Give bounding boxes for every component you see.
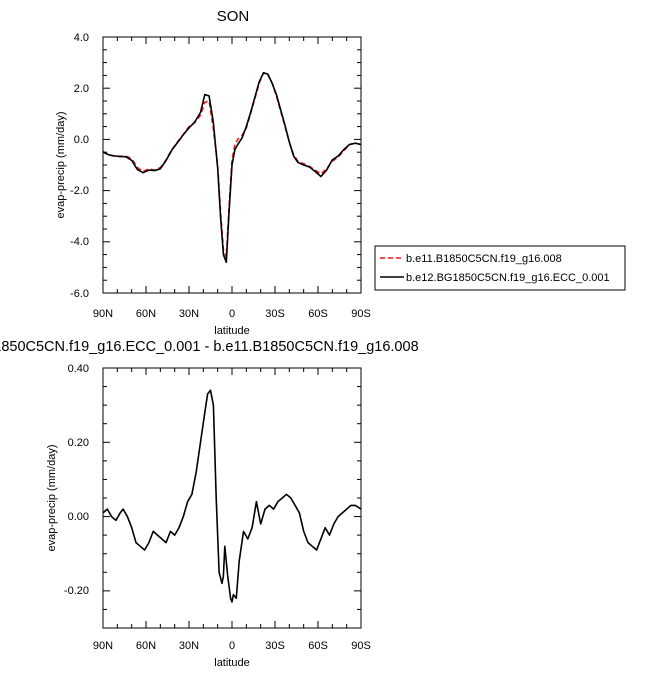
top-chart-title: SON [217,8,250,25]
top-series-line-solid [102,72,362,264]
top-y-tick-label: 0.0 [74,134,89,146]
legend-label: b.e12.BG1850C5CN.f19_g16.ECC_0.001 [406,272,610,284]
bottom-x-tick-label: 90S [351,640,371,652]
bottom-x-tick-label: 60S [308,640,328,652]
bottom-y-tick-label: 0.20 [68,437,89,449]
top-x-tick-label: 30N [179,308,199,320]
bottom-chart-y-tick-labels: 0.40 0.20 0.00 -0.20 [64,363,89,597]
bottom-y-tick-label: -0.20 [64,585,89,597]
bottom-x-tick-label: 0 [229,640,235,652]
bottom-chart-plot-frame [102,367,362,629]
bottom-x-tick-label: 90N [93,640,113,652]
top-y-tick-label: -6.0 [70,288,89,300]
top-x-axis-label: latitude [214,325,249,337]
legend-label: b.e11.B1850C5CN.f19_g16.008 [406,253,562,265]
top-chart-x-tick-labels: 90N 60N 30N 0 30S 60S 90S [93,308,371,320]
bottom-x-tick-label: 60N [136,640,156,652]
bottom-chart-ticks [102,367,362,629]
bottom-y-tick-label: 0.40 [68,363,89,375]
top-x-tick-label: 30S [265,308,285,320]
top-chart-y-tick-labels: 4.0 2.0 0.0 -2.0 -4.0 -6.0 [70,32,89,300]
top-x-tick-label: 0 [229,308,235,320]
top-x-tick-label: 90S [351,308,371,320]
bottom-chart-title: b.e12.BG1850C5CN.f19_g16.ECC_0.001 - b.e… [0,339,419,355]
top-x-tick-label: 60N [136,308,156,320]
top-y-tick-label: 4.0 [74,32,89,44]
top-y-axis-label: evap-precip (mm/day) [55,112,67,219]
legend-box [374,245,626,291]
top-chart-ticks [102,36,362,294]
top-y-tick-label: -4.0 [70,236,89,248]
top-x-tick-label: 60S [308,308,328,320]
bottom-chart-x-tick-labels: 90N 60N 30N 0 30S 60S 90S [93,640,371,652]
bottom-x-tick-label: 30N [179,640,199,652]
bottom-y-tick-label: 0.00 [68,511,89,523]
bottom-x-tick-label: 30S [265,640,285,652]
top-x-tick-label: 90N [93,308,113,320]
top-y-tick-label: -2.0 [70,185,89,197]
top-y-tick-label: 2.0 [74,83,89,95]
bottom-y-axis-label: evap-precip (mm/day) [46,445,58,552]
top-chart-legend: b.e11.B1850C5CN.f19_g16.008 b.e12.BG1850… [374,245,626,291]
top-chart-lines [102,72,362,264]
bottom-series-line-solid [102,389,362,603]
bottom-x-axis-label: latitude [214,657,249,669]
bottom-chart-lines [102,389,362,603]
